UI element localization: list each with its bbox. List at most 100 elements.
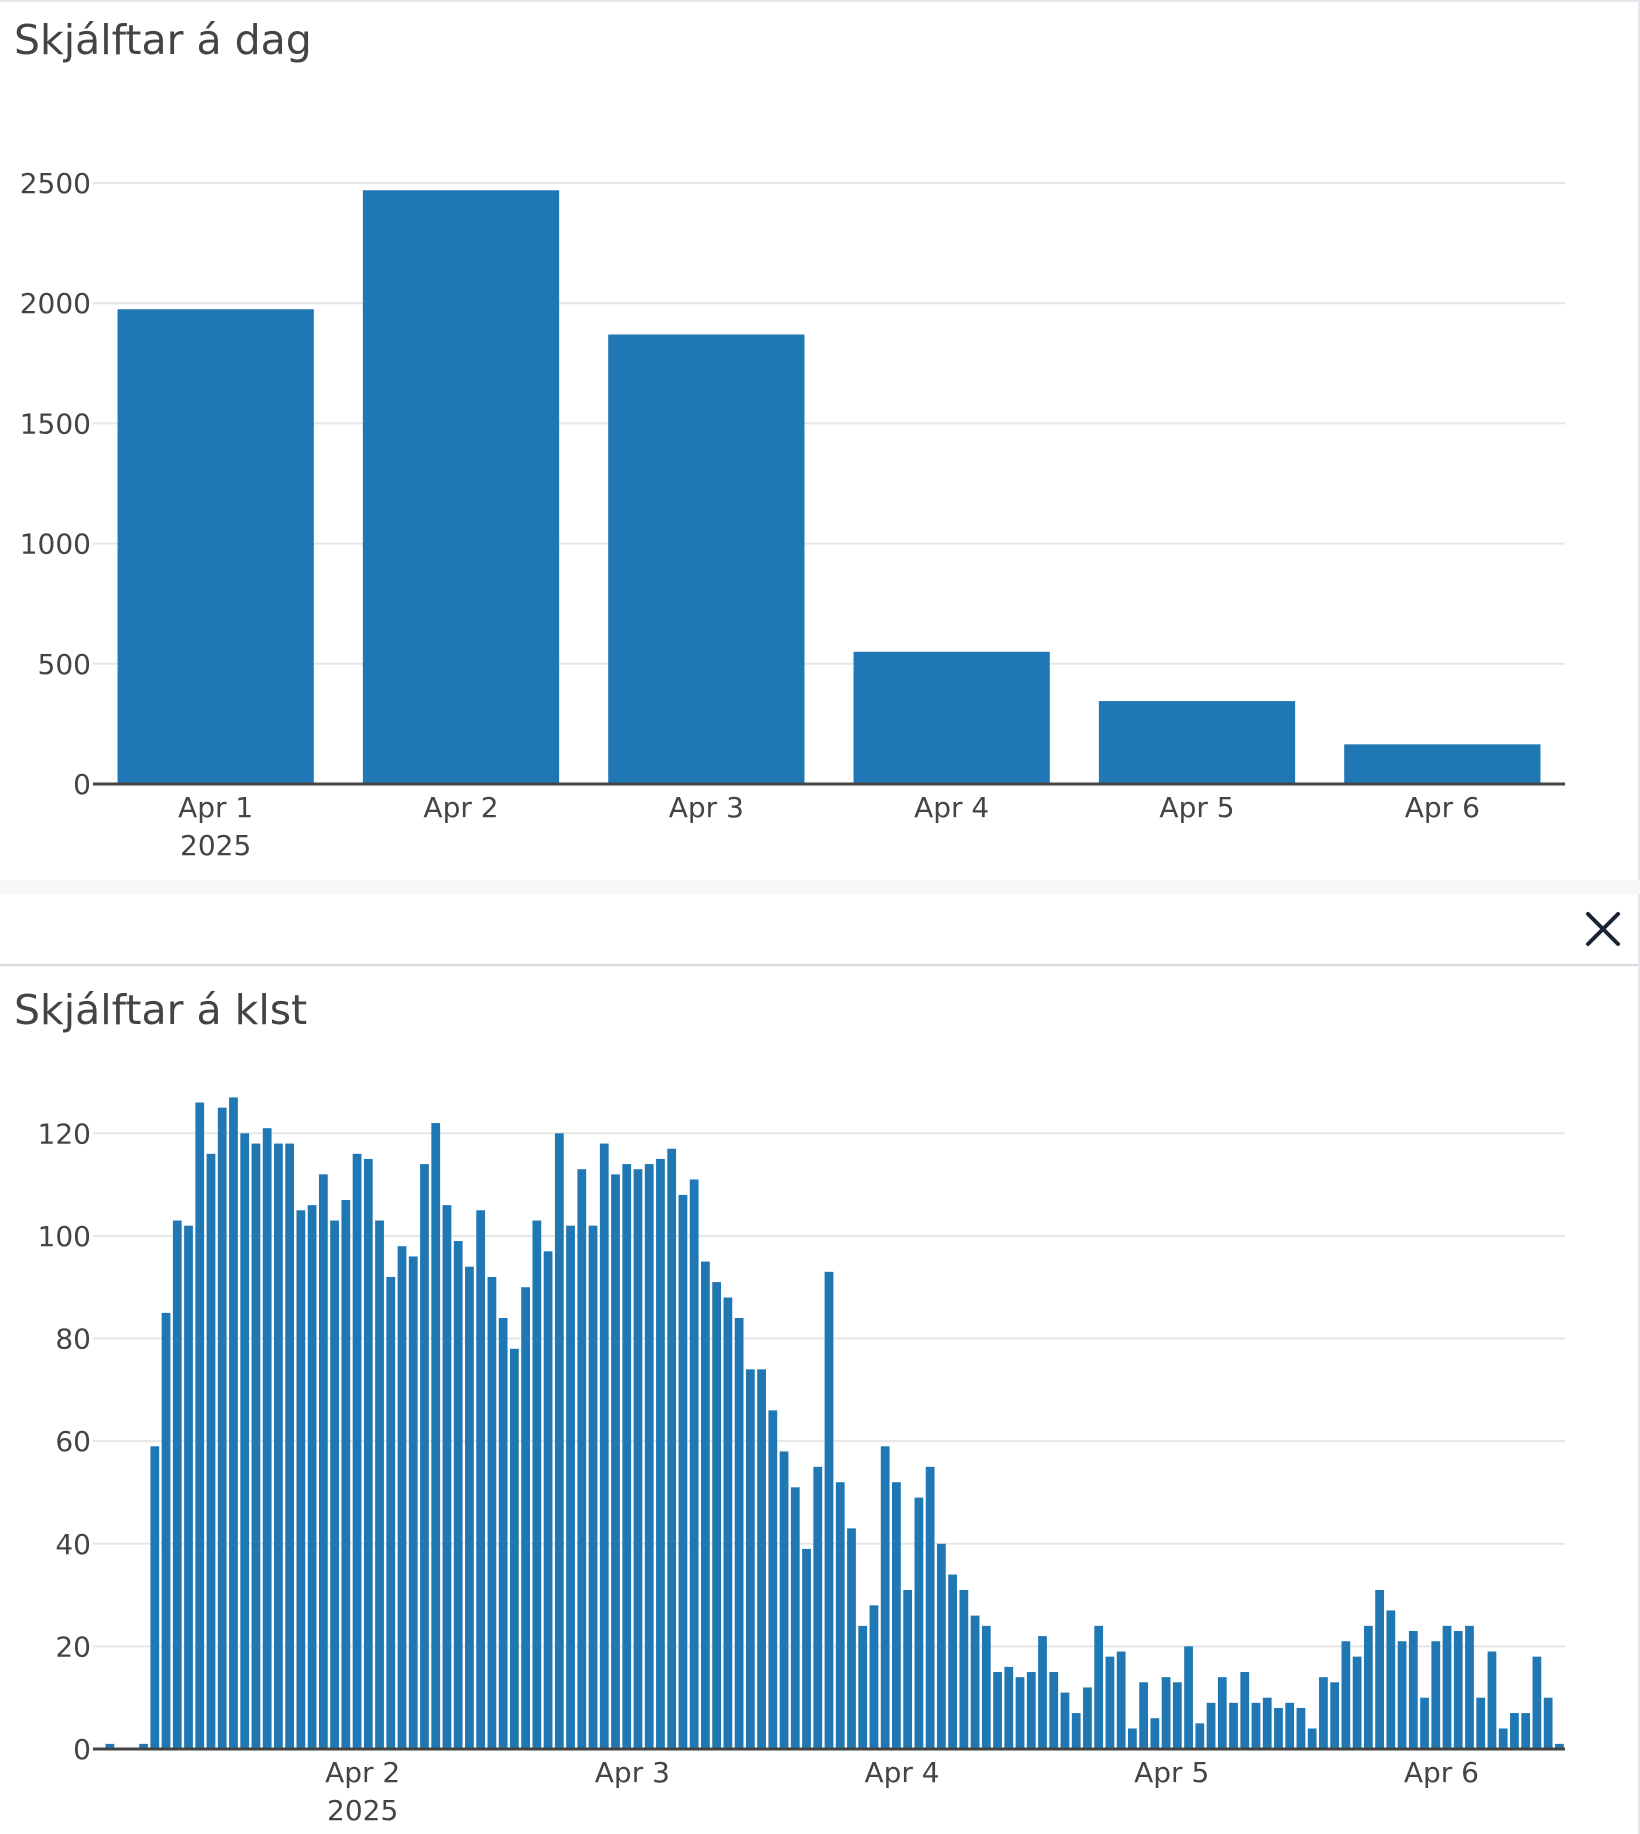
hourly-bar[interactable] [1375,1589,1384,1749]
daily-bar[interactable] [1344,744,1541,784]
hourly-bar[interactable] [802,1548,811,1749]
hourly-bar[interactable] [1510,1713,1519,1749]
hourly-bar[interactable] [1172,1682,1182,1749]
hourly-bar[interactable] [734,1318,744,1749]
hourly-bar[interactable] [914,1497,924,1749]
hourly-bar[interactable] [757,1369,766,1749]
hourly-bar[interactable] [869,1605,879,1749]
hourly-bar[interactable] [981,1625,991,1749]
hourly-bar[interactable] [386,1276,396,1749]
hourly-bar[interactable] [1150,1718,1160,1749]
hourly-bar[interactable] [161,1312,171,1749]
hourly-bar[interactable] [936,1543,946,1749]
hourly-bar[interactable] [1262,1697,1272,1749]
hourly-bar[interactable] [1004,1666,1014,1749]
hourly-bar[interactable] [1217,1677,1227,1749]
hourly-bar[interactable] [1442,1625,1452,1749]
hourly-bar[interactable] [1330,1682,1340,1749]
hourly-bar[interactable] [521,1287,530,1749]
hourly-bar[interactable] [307,1205,317,1749]
hourly-bar[interactable] [509,1348,519,1749]
hourly-bar[interactable] [341,1200,351,1749]
hourly-bar[interactable] [251,1143,261,1749]
hourly-bar[interactable] [1195,1723,1205,1749]
hourly-bar[interactable] [1285,1702,1295,1749]
hourly-bar[interactable] [1251,1702,1261,1749]
hourly-bar[interactable] [1476,1697,1486,1749]
daily-bar[interactable] [853,651,1050,784]
hourly-bar[interactable] [1240,1672,1250,1749]
hourly-bar[interactable] [577,1169,587,1749]
hourly-bar[interactable] [543,1251,553,1749]
hourly-bar[interactable] [588,1225,598,1749]
hourly-bar[interactable] [656,1158,665,1749]
hourly-bar[interactable] [487,1276,497,1749]
hourly-bar[interactable] [1453,1630,1463,1749]
daily-bar[interactable] [608,334,805,784]
hourly-bar[interactable] [1184,1646,1193,1749]
hourly-bar[interactable] [1543,1697,1553,1749]
hourly-bar[interactable] [1521,1713,1531,1749]
hourly-bar[interactable] [352,1153,362,1749]
hourly-bar[interactable] [1554,1743,1564,1749]
hourly-bar[interactable] [1060,1692,1070,1749]
hourly-bar[interactable] [970,1615,980,1749]
hourly-bar[interactable] [1206,1702,1216,1749]
hourly-bar[interactable] [1038,1636,1047,1749]
hourly-bar[interactable] [240,1133,250,1749]
hourly-bar[interactable] [1128,1728,1137,1749]
hourly-bar[interactable] [633,1169,643,1749]
hourly-bar[interactable] [835,1482,845,1749]
hourly-bar[interactable] [701,1261,710,1749]
hourly-bar[interactable] [1015,1677,1025,1749]
hourly-bar[interactable] [779,1451,789,1749]
hourly-bar[interactable] [532,1220,542,1749]
hourly-bar[interactable] [745,1369,755,1749]
hourly-bar[interactable] [1139,1682,1149,1749]
hourly-bar[interactable] [667,1148,677,1749]
hourly-bar[interactable] [431,1123,441,1749]
hourly-bar[interactable] [790,1487,800,1749]
hourly-bar[interactable] [318,1174,328,1749]
hourly-bar[interactable] [1408,1630,1418,1749]
hourly-bar[interactable] [296,1210,306,1749]
hourly-bar[interactable] [1341,1641,1351,1749]
hourly-bar[interactable] [622,1164,632,1749]
hourly-bar[interactable] [330,1220,339,1749]
hourly-bar[interactable] [1049,1672,1059,1749]
hourly-bar[interactable] [858,1625,868,1749]
hourly-bar[interactable] [217,1107,227,1749]
hourly-bar[interactable] [262,1128,272,1749]
hourly-bar[interactable] [465,1266,474,1749]
hourly-bar[interactable] [1431,1641,1441,1749]
daily-bar[interactable] [1098,701,1296,784]
hourly-bar[interactable] [172,1220,182,1749]
hourly-bar[interactable] [1386,1610,1396,1749]
close-button[interactable] [1578,904,1628,954]
hourly-bar[interactable] [1026,1672,1036,1749]
hourly-bar[interactable] [892,1482,901,1749]
hourly-bar[interactable] [139,1743,148,1749]
hourly-bar[interactable] [1116,1651,1126,1749]
hourly-bar[interactable] [1319,1677,1328,1749]
hourly-bar[interactable] [959,1589,969,1749]
hourly-bar[interactable] [1352,1656,1362,1749]
hourly-bar[interactable] [498,1318,508,1749]
hourly-bar[interactable] [599,1143,609,1749]
hourly-bar[interactable] [678,1194,688,1749]
hourly-bar[interactable] [1363,1625,1373,1749]
daily-bar[interactable] [362,190,560,784]
hourly-bar[interactable] [1420,1697,1429,1749]
hourly-bar[interactable] [712,1282,722,1749]
hourly-bar[interactable] [1307,1728,1317,1749]
hourly-bar[interactable] [1274,1707,1283,1749]
hourly-bar[interactable] [1487,1651,1497,1749]
hourly-bar[interactable] [1071,1713,1081,1749]
hourly-bar[interactable] [105,1743,115,1749]
hourly-bar[interactable] [195,1102,205,1749]
hourly-bar[interactable] [274,1143,283,1749]
hourly-bar[interactable] [1532,1656,1542,1749]
hourly-bar[interactable] [611,1174,620,1749]
hourly-bar[interactable] [768,1410,778,1749]
hourly-bar[interactable] [1105,1656,1115,1749]
